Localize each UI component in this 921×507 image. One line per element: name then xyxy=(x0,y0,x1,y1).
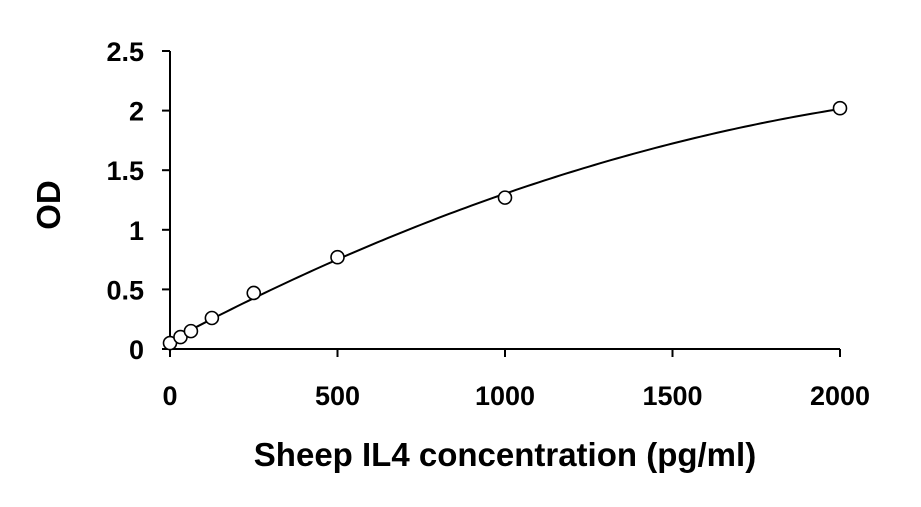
y-axis-title: OD xyxy=(30,180,67,230)
data-point xyxy=(832,100,848,116)
y-tick-label: 1 xyxy=(129,216,144,246)
y-tick-label: 1.5 xyxy=(106,156,144,186)
y-tick-label: 0 xyxy=(129,335,144,365)
x-tick-label: 1000 xyxy=(475,381,535,411)
x-tick-label: 2000 xyxy=(810,381,870,411)
x-tick-label: 500 xyxy=(315,381,360,411)
data-point xyxy=(330,249,345,265)
x-ticks: 0 500 1000 1500 2000 xyxy=(162,349,870,411)
data-point xyxy=(204,310,220,326)
x-axis-title: Sheep IL4 concentration (pg/ml) xyxy=(254,436,756,473)
y-tick-label: 0.5 xyxy=(106,275,144,305)
x-tick-label: 1500 xyxy=(642,381,702,411)
fit-curve xyxy=(169,107,841,342)
y-ticks: 0 0.5 1 1.5 2 2.5 xyxy=(106,37,170,365)
data-points xyxy=(162,100,848,351)
y-tick-label: 2 xyxy=(129,97,144,127)
y-tick-label: 2.5 xyxy=(106,37,144,67)
data-point xyxy=(246,285,262,301)
data-point xyxy=(183,323,199,339)
x-tick-label: 0 xyxy=(162,381,177,411)
data-point xyxy=(497,190,513,205)
